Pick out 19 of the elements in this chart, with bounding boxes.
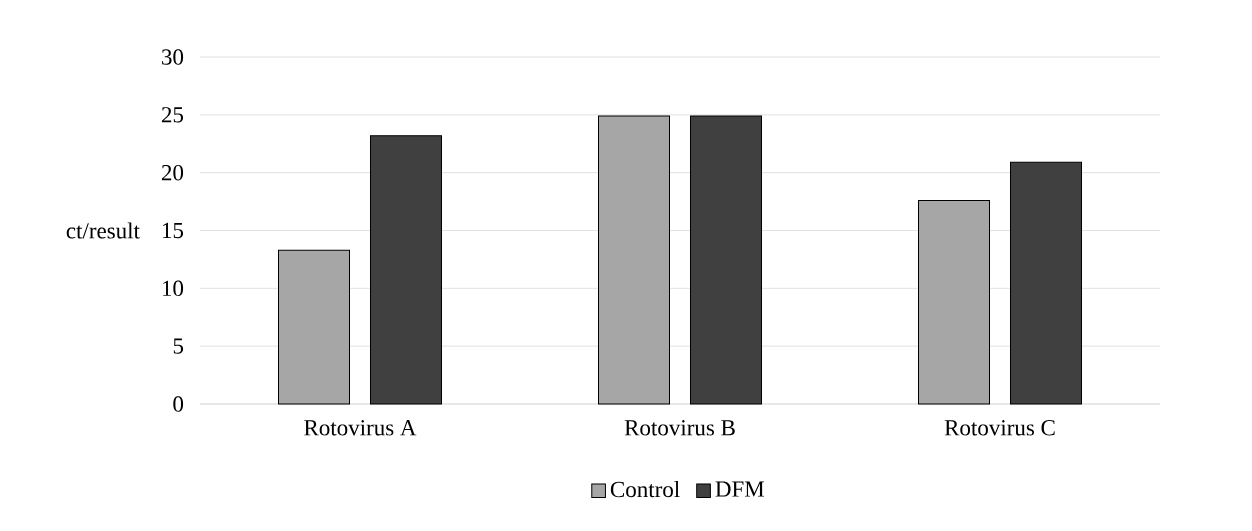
- legend-label: DFM: [715, 481, 765, 497]
- y-tick-label: 0: [173, 396, 184, 412]
- y-tick-label: 20: [161, 164, 184, 181]
- bar: [1010, 161, 1083, 405]
- y-tick-label: 10: [162, 280, 184, 297]
- bar: [690, 115, 763, 405]
- legend-label: Control: [610, 481, 680, 498]
- x-tick-label: Rotovirus B: [624, 420, 735, 436]
- y-tick-label: 15: [162, 222, 184, 239]
- y-tick-label: 30: [162, 49, 184, 65]
- bar: [370, 135, 442, 405]
- y-axis-title: ct/result: [66, 222, 140, 239]
- bar: [918, 199, 991, 405]
- bar: [278, 249, 350, 405]
- y-tick-label: 5: [173, 338, 184, 354]
- y-tick-label: 25: [161, 107, 184, 123]
- x-tick-label: Rotovirus A: [304, 420, 417, 436]
- bar: [598, 115, 670, 405]
- x-tick-label: Rotovirus C: [944, 420, 1055, 436]
